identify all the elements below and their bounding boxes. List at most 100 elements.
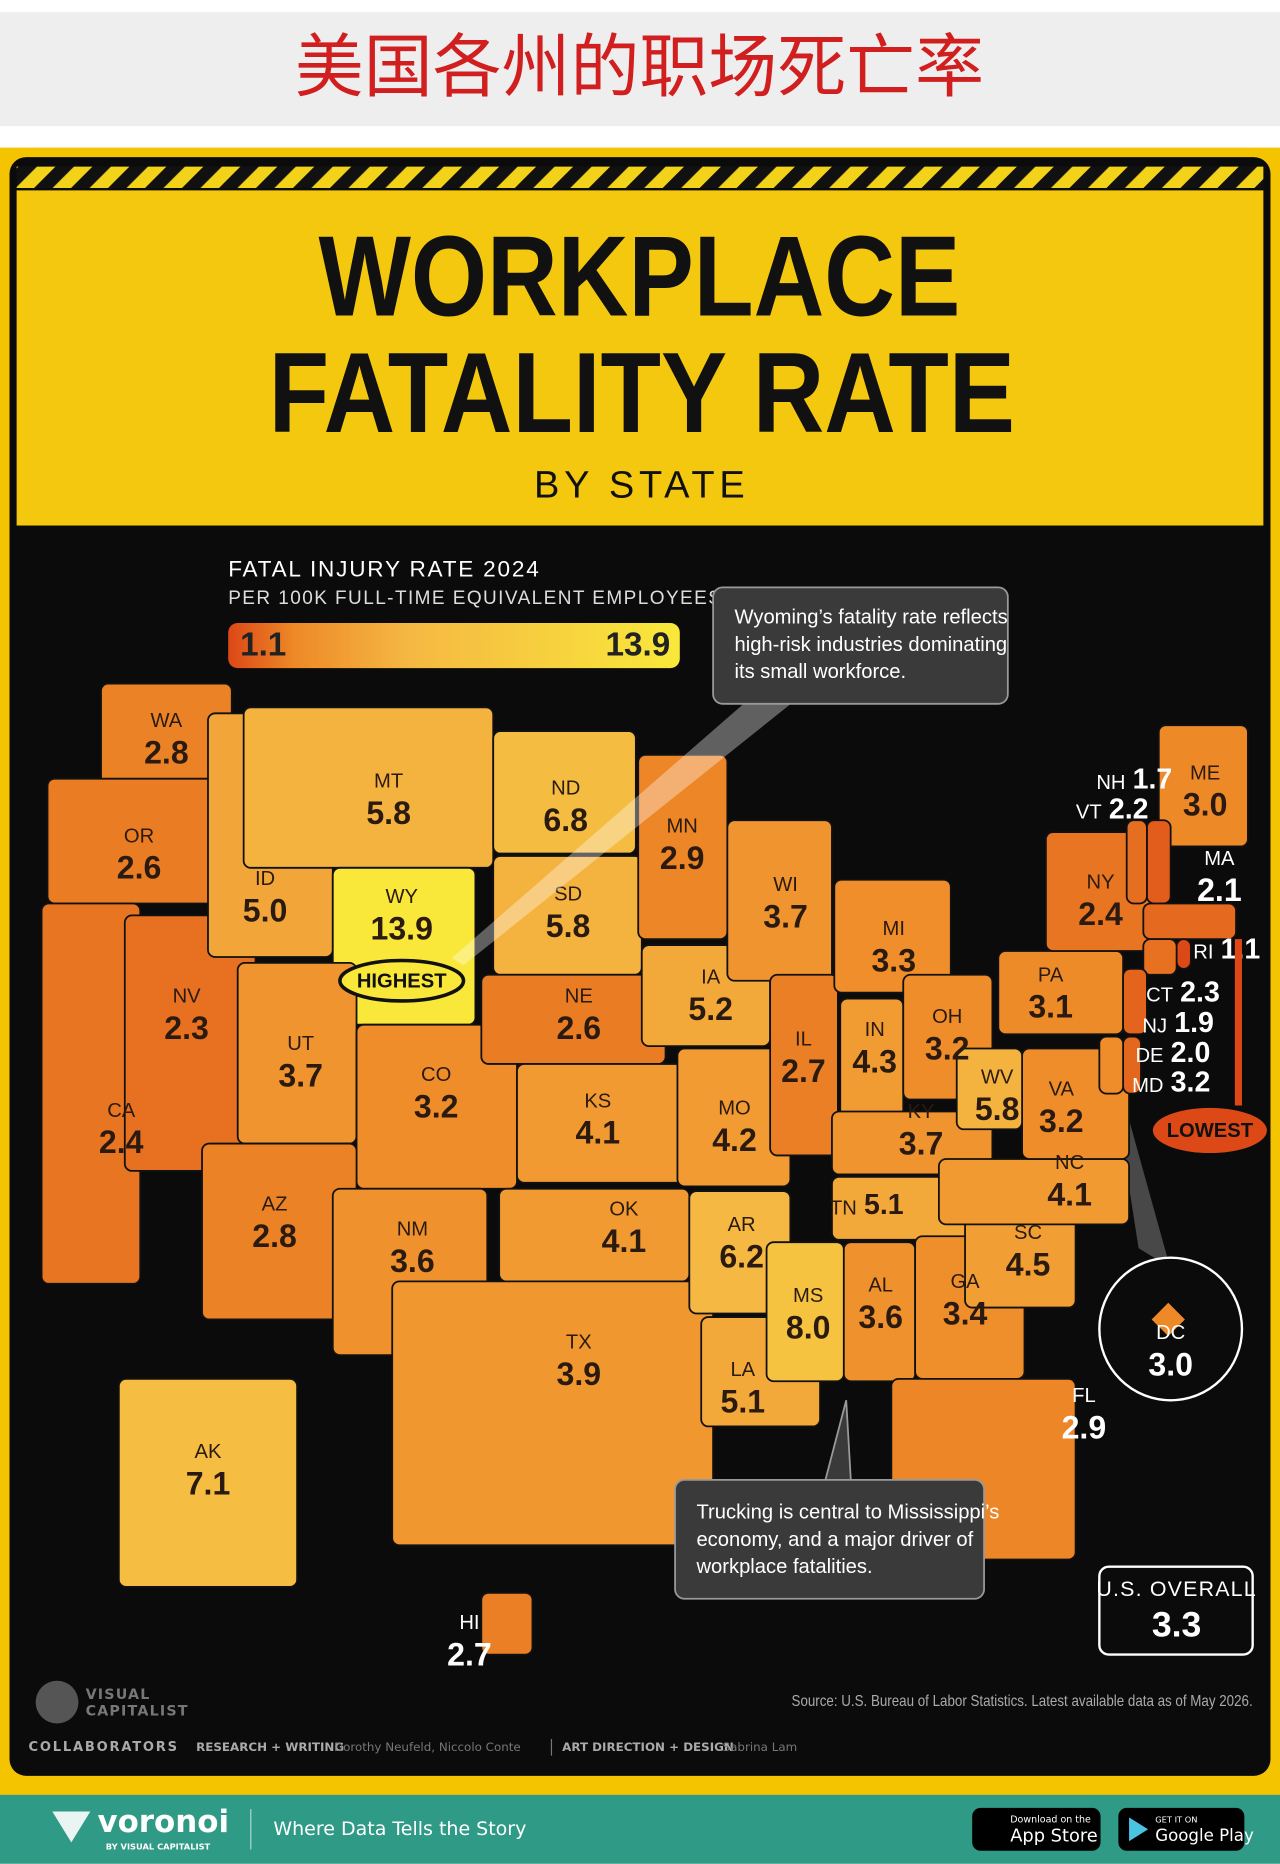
voronoi-logo	[52, 1811, 91, 1843]
state-abbr: WI	[773, 874, 798, 896]
state-abbr: PA	[1038, 964, 1064, 986]
state-value: 2.6	[556, 1010, 601, 1046]
state-abbr: DC	[1156, 1322, 1185, 1344]
state-shape	[391, 1280, 714, 1547]
state-shape	[492, 730, 637, 855]
annotation-line: its small workforce.	[734, 661, 906, 683]
state-shape	[955, 1047, 1023, 1131]
state-value: 2.2	[1109, 793, 1149, 825]
dc-pointer	[1105, 1034, 1237, 1308]
app-store-button[interactable]	[972, 1807, 1101, 1851]
legend-min: 1.1	[240, 627, 286, 664]
google-play-icon	[1129, 1817, 1149, 1842]
callout-box	[712, 586, 1009, 705]
annotation-line: economy, and a major driver of	[696, 1529, 973, 1551]
state-abbr: AZ	[262, 1194, 288, 1216]
state-value: 1.9	[1174, 1007, 1214, 1039]
state-value: 5.1	[864, 1189, 904, 1221]
state-value: 2.0	[1171, 1037, 1211, 1069]
state-abbr: MN	[666, 816, 697, 838]
state-abbr: KS	[584, 1090, 611, 1112]
overall-box	[1098, 1565, 1254, 1656]
google-play-small: GET IT ON	[1155, 1814, 1197, 1824]
annotation-line: workplace fatalities.	[695, 1556, 872, 1578]
state-value: 5.1	[721, 1383, 766, 1419]
state-abbr: WA	[150, 710, 182, 732]
state-abbr: GA	[950, 1271, 980, 1293]
state-value: 3.7	[278, 1058, 323, 1094]
subtitle: BY STATE	[534, 465, 750, 507]
state-abbr: IA	[701, 967, 721, 989]
state-value: 2.8	[252, 1218, 297, 1254]
state-value: 4.1	[576, 1115, 621, 1151]
state-abbr: WV	[981, 1067, 1014, 1089]
legend-title: FATAL INJURY RATE 2024	[228, 557, 540, 582]
google-play-button[interactable]	[1118, 1807, 1245, 1851]
state-abbr: IN	[865, 1019, 885, 1041]
state-value: 2.7	[781, 1053, 826, 1089]
state-value: 2.8	[144, 734, 189, 770]
state-value: 2.4	[1078, 896, 1123, 932]
state-shape	[498, 1187, 691, 1283]
state-abbr: MT	[374, 771, 403, 793]
state-value: 3.1	[1028, 989, 1073, 1025]
footer-tagline: Where Data Tells the Story	[273, 1818, 526, 1840]
state-shape	[1142, 902, 1237, 941]
state-value: 4.2	[712, 1122, 757, 1158]
state-shape	[1122, 967, 1148, 1036]
lowest-badge	[1152, 1107, 1267, 1154]
state-value: 7.1	[186, 1465, 231, 1501]
state-shape	[833, 878, 952, 994]
state-abbr: NM	[397, 1219, 428, 1241]
callout-box	[674, 1479, 985, 1600]
state-abbr: NE	[565, 986, 593, 1008]
state-abbr: SC	[1014, 1222, 1042, 1244]
state-value: 4.1	[1047, 1177, 1092, 1213]
state-abbr: UT	[287, 1033, 314, 1055]
state-value: 3.7	[899, 1125, 944, 1161]
state-shape	[1175, 938, 1192, 970]
state-value: 2.6	[117, 850, 162, 886]
state-shape	[1151, 1302, 1185, 1337]
state-abbr: NC	[1055, 1152, 1084, 1174]
state-value: 5.8	[366, 795, 411, 831]
state-value: 3.9	[556, 1356, 601, 1392]
title-line-1: WORKPLACE	[319, 214, 961, 341]
state-shape	[1157, 724, 1249, 848]
state-value: 3.2	[414, 1089, 459, 1125]
state-abbr: MD	[1132, 1075, 1163, 1097]
page-title: 美国各州的职场死亡率	[295, 28, 984, 108]
state-value: 3.2	[925, 1030, 970, 1066]
state-abbr: MA	[1204, 848, 1235, 870]
state-value: 13.9	[370, 910, 432, 946]
legend-max: 13.9	[606, 627, 671, 664]
state-shape	[1098, 1035, 1125, 1095]
app-store-big: App Store	[1010, 1825, 1098, 1846]
state-value: 5.0	[243, 892, 288, 928]
state-abbr: MS	[793, 1285, 823, 1307]
state-abbr: KY	[908, 1101, 935, 1123]
state-abbr: AK	[195, 1441, 222, 1463]
state-value: 2.7	[447, 1636, 492, 1672]
annotations: Wyoming’s fatality rate reflects high-ris…	[695, 607, 1007, 1579]
brand-line: CAPITALIST	[86, 1704, 189, 1720]
state-value: 1.7	[1133, 764, 1173, 796]
state-abbr: ID	[255, 868, 275, 890]
state-abbr: NH	[1096, 772, 1125, 794]
state-shape	[938, 1158, 1130, 1226]
state-value: 3.2	[1039, 1103, 1084, 1139]
state-abbr: LA	[730, 1359, 755, 1381]
legend-subtitle: PER 100K FULL-TIME EQUIVALENT EMPLOYEES	[228, 588, 722, 609]
state-shape	[1142, 938, 1178, 976]
state-abbr: SD	[554, 884, 582, 906]
state-value: 3.6	[858, 1299, 903, 1335]
state-abbr: CT	[1146, 985, 1173, 1007]
title-line-2: FATALITY RATE	[269, 330, 1015, 457]
state-value: 5.8	[546, 908, 591, 944]
state-value: 8.0	[786, 1310, 831, 1346]
state-value: 2.9	[1062, 1409, 1107, 1445]
footer-brand: voronoi	[97, 1804, 229, 1840]
state-abbr: VT	[1076, 801, 1102, 823]
state-value: 3.0	[1148, 1346, 1193, 1382]
annotation-line: Wyoming’s fatality rate reflects	[734, 607, 1007, 629]
